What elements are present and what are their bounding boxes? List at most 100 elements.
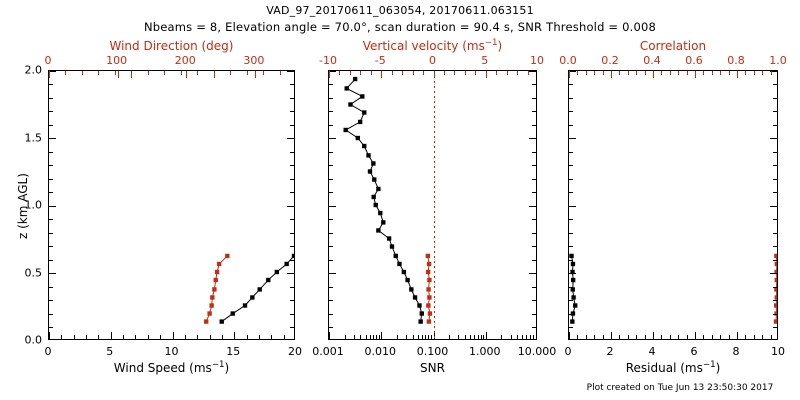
y-axis-tick [569,178,573,180]
x-axis-minor-tick [373,335,374,339]
data-point-marker [571,295,576,300]
x2-axis-tick-label: -10 [319,54,337,67]
x-axis-tick-label: 4 [648,345,656,358]
y-axis-tick [49,84,53,85]
x2-axis-minor-tick [247,71,248,75]
y-axis-tick [773,259,777,261]
y-axis-tick [773,111,777,112]
x-axis-minor-tick [478,335,479,339]
y-axis-tick [529,205,536,207]
x2-axis-tick-label: 0.8 [727,54,745,67]
data-point-marker [362,110,367,115]
y-axis-tick [532,259,536,261]
x2-axis-tick-label: -5 [374,54,386,67]
x-axis-minor-tick [695,332,696,339]
data-point-marker [274,269,280,275]
y-axis-tick [329,259,333,261]
y-axis-tick [773,232,777,234]
y-axis-tick [569,165,573,166]
x2-axis-tick-label: 0 [429,54,436,67]
y-axis-tick [770,273,777,274]
data-point-marker [426,303,431,308]
data-point-marker [225,253,230,259]
x2-axis-minor-tick [603,71,604,75]
data-point-marker [367,169,373,174]
y-axis-tick [49,192,53,193]
x-axis-minor-tick [425,335,426,339]
y-axis-tick [49,124,53,126]
data-point-marker [291,253,294,259]
x2-axis-minor-tick [371,71,372,75]
x2-axis-minor-tick [687,71,688,75]
y-axis-tick [532,286,536,288]
x-axis-minor-tick [173,332,174,339]
wind-panel-series-overlay [204,253,294,324]
x2-axis-minor-tick [98,71,99,75]
x-axis-minor-tick [458,335,459,339]
x-axis-minor-tick [345,335,346,339]
data-point-marker [371,161,376,166]
y-axis-tick [49,178,53,180]
data-point-marker [425,253,431,259]
data-point-marker [409,287,414,292]
x-axis-tick-label: 2 [606,345,614,358]
y-axis-tick [773,124,777,126]
x2-axis-tick-label: 300 [243,54,265,67]
snr-panel-plot-area [329,71,536,339]
x2-axis-minor-tick [263,71,264,75]
data-point-marker [376,228,381,233]
x-axis-tick-label: 10.000 [517,345,557,358]
data-point-marker [426,261,432,267]
y-axis-tick [329,111,333,112]
data-point-marker [357,119,363,125]
y-axis-tick [290,97,294,99]
x2-axis-minor-tick [695,71,696,78]
x2-axis-minor-tick [729,71,730,75]
data-point-marker [372,177,377,182]
x2-axis-minor-tick [214,71,215,78]
data-point-marker [774,287,777,292]
y-axis-tick [569,327,573,328]
y-axis-tick [529,138,536,139]
x-axis-minor-tick [729,335,730,339]
x-axis-minor-tick [366,335,367,339]
x-axis-tick-label: 10 [164,345,179,358]
residual-panel [568,70,778,340]
snr-axis-title: SNR [420,361,445,375]
x2-axis-minor-tick [339,71,340,75]
y-axis-tick [773,219,777,220]
x2-axis-minor-tick [771,71,772,75]
x2-axis-minor-tick [475,71,476,75]
x2-axis-minor-tick [465,71,466,75]
x2-axis-minor-tick [402,71,403,75]
x2-axis-minor-tick [360,71,361,75]
y-axis-tick [329,273,336,274]
y-axis-tick [290,327,294,328]
data-point-marker [366,153,371,158]
x-axis-minor-tick [222,335,223,339]
data-point-marker [570,261,576,267]
y-axis-tick [49,286,53,288]
x-axis-minor-tick [517,335,518,339]
x-axis-minor-tick [619,335,620,339]
y-axis-tick [532,111,536,112]
x-axis-minor-tick [522,335,523,339]
data-point-marker [381,220,386,225]
y-axis-tick [329,246,333,247]
data-point-marker [343,127,348,133]
y-axis-tick [329,151,333,153]
y-axis-tick [773,246,777,247]
y-axis-tick [287,205,294,207]
y-axis-tick [773,327,777,328]
x2-axis-minor-tick [703,71,704,75]
y-axis-tick [329,138,336,139]
figure-subtitle: Nbeams = 8, Elevation angle = 70.0°, sca… [143,20,657,34]
x-axis-minor-tick [284,335,285,339]
x2-axis-minor-tick [528,71,529,75]
y-axis-tick [773,192,777,193]
data-point-marker [773,319,777,324]
y-axis-tick [569,124,573,126]
x2-axis-minor-tick [712,71,713,75]
data-point-marker [212,287,217,292]
residual-axis-title: Residual (ms−1) [625,360,721,375]
